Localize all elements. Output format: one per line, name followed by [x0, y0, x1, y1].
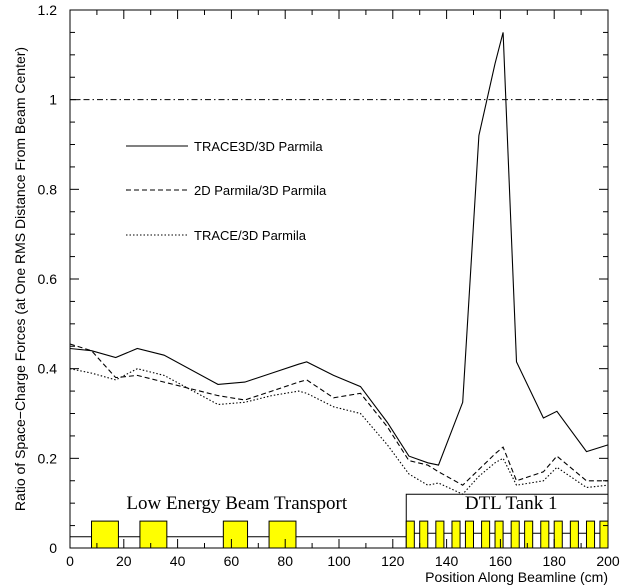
dtl-drift-tube — [585, 520, 596, 549]
dtl-drift-tube — [419, 520, 429, 549]
series-line-3 — [69, 368, 609, 495]
x-tick-label: 180 — [543, 553, 567, 569]
dtl-drift-tube — [494, 520, 504, 549]
y-tick-label: 0.4 — [38, 361, 58, 377]
x-tick-label: 200 — [596, 553, 620, 569]
axes-group: 0 20 40 60 80 100 120 140 160 180 200 0 0.2 0.4 0.6 0.8… — [38, 2, 620, 569]
dtl-drift-tube — [569, 520, 579, 549]
series-line-2 — [69, 343, 608, 486]
y-tick-label: 0.6 — [38, 271, 58, 287]
series-line-1 — [69, 32, 609, 466]
y-tick-label: 0.2 — [38, 450, 58, 466]
region-label-dtl: DTL Tank 1 — [465, 493, 558, 514]
y-tick-label: 0 — [49, 540, 57, 556]
x-tick-label: 80 — [277, 553, 293, 569]
y-tick-label: 1.2 — [38, 2, 58, 18]
series-group — [69, 32, 609, 495]
x-tick-label: 120 — [381, 553, 405, 569]
legend: TRACE3D/3D Parmila 2D Parmila/3D Parmila T… — [126, 139, 327, 243]
x-tick-label: 20 — [116, 553, 132, 569]
y-tick-label: 0.8 — [38, 181, 58, 197]
x-tick-label: 140 — [435, 553, 459, 569]
dtl-drift-tube — [510, 520, 520, 549]
x-tick-label: 40 — [170, 553, 186, 569]
y-tick-label: 1 — [49, 92, 57, 108]
dtl-drift-tube — [435, 520, 445, 549]
lebt-magnet — [139, 520, 168, 549]
dtl-drift-tube — [405, 520, 415, 549]
legend-label-3: TRACE/3D Parmila — [194, 228, 307, 243]
lebt-magnet — [268, 520, 297, 549]
x-tick-label: 60 — [224, 553, 240, 569]
legend-label-2: 2D Parmila/3D Parmila — [194, 183, 327, 198]
dtl-drift-tube — [464, 520, 474, 549]
x-axis-label: Position Along Beamline (cm) — [425, 569, 608, 585]
dtl-drift-tube — [451, 520, 461, 549]
lebt-magnet — [222, 520, 249, 549]
x-tick-label: 0 — [66, 553, 74, 569]
x-tick-label: 100 — [327, 553, 351, 569]
y-axis-label: Ratio of Space−Charge Forces (at One RMS… — [12, 47, 28, 511]
region-label-lebt: Low Energy Beam Transport — [126, 493, 347, 514]
lebt-magnet — [91, 520, 119, 549]
dtl-drift-tube — [481, 520, 491, 549]
dtl-drift-tube — [553, 520, 563, 549]
plot-frame — [69, 9, 609, 549]
lattice-group: Low Energy Beam Transport DTL Tank 1 — [70, 493, 609, 549]
legend-label-1: TRACE3D/3D Parmila — [194, 139, 323, 154]
x-tick-label: 160 — [489, 553, 513, 569]
dtl-drift-tube — [524, 520, 534, 549]
dtl-drift-tube — [540, 520, 550, 549]
